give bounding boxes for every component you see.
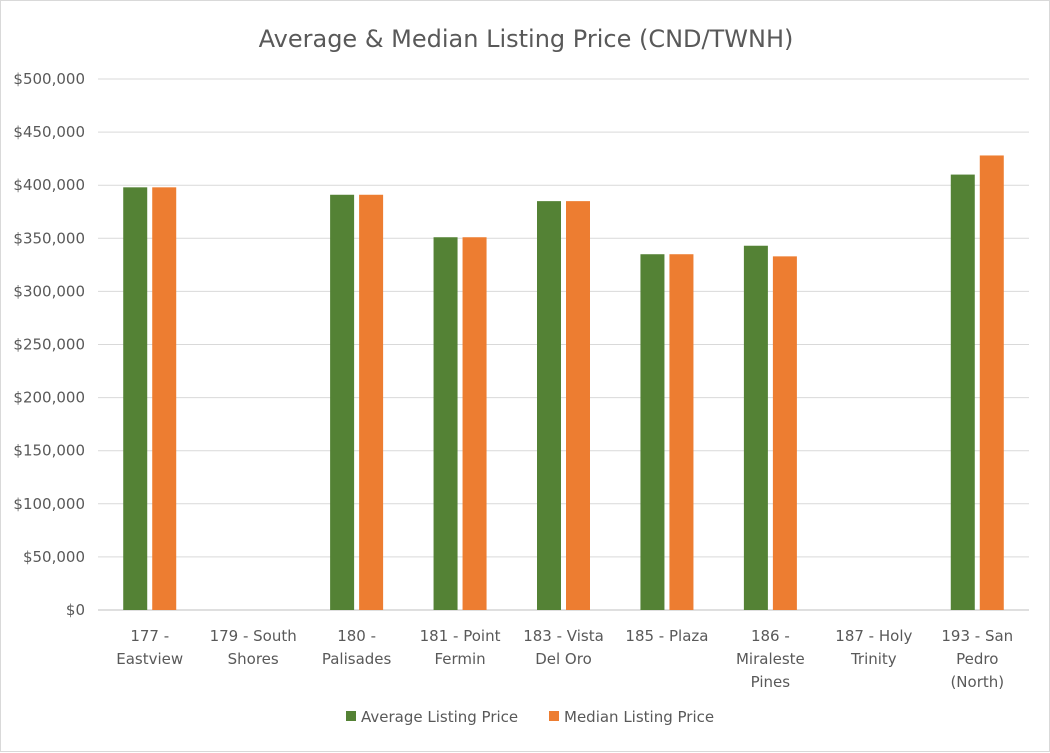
chart-title: Average & Median Listing Price (CND/TWNH… [259, 25, 794, 53]
legend-swatch [549, 711, 559, 721]
bar-median [359, 194, 384, 610]
bar-average [743, 245, 768, 610]
bars [123, 155, 1004, 611]
bar-median [772, 256, 797, 610]
bar-median [152, 187, 177, 610]
x-category-label: 183 - Vista Del Oro [523, 627, 604, 668]
bar-average [433, 237, 458, 610]
bar-average [537, 201, 561, 610]
y-tick-label: $300,000 [13, 282, 85, 300]
legend-swatch [346, 711, 356, 721]
bar-median [979, 155, 1004, 611]
x-category-label: 177 -Eastview [116, 627, 183, 668]
y-tick-label: $200,000 [13, 389, 85, 407]
y-tick-label: $50,000 [23, 548, 85, 566]
y-tick-label: $500,000 [13, 70, 85, 88]
legend-label: Average Listing Price [361, 708, 518, 726]
y-axis-ticks: $0 $50,000 $100,000 $150,000 $200,000 $250,00… [13, 70, 85, 619]
x-category-label: 179 - South Shores [210, 627, 297, 668]
x-category-label: 181 - Point Fermin [420, 627, 501, 668]
bar-median [566, 201, 590, 610]
bar-average [640, 254, 665, 611]
y-tick-label: $350,000 [13, 229, 85, 247]
x-category-label: 186 -Miraleste Pines [736, 627, 805, 691]
legend: Average Listing Price Median Listing Pric… [346, 708, 714, 726]
y-tick-label: $150,000 [13, 442, 85, 460]
bar-average [123, 187, 148, 610]
y-tick-label: $0 [66, 601, 85, 619]
y-tick-label: $400,000 [13, 176, 85, 194]
x-category-label: 187 - Holy Trinity [835, 627, 912, 668]
y-tick-label: $250,000 [13, 336, 85, 354]
x-category-label: 180 -Palisades [322, 627, 392, 668]
x-category-label: 185 - Plaza [625, 627, 708, 645]
bar-average [950, 174, 975, 610]
x-axis-categories: 177 -Eastview 179 - South Shores 180 -Palis… [116, 627, 1013, 691]
bar-median [462, 237, 487, 610]
gridlines [98, 78, 1029, 611]
x-category-label: 193 - San Pedro (North) [941, 627, 1013, 691]
legend-label: Median Listing Price [564, 708, 714, 726]
y-tick-label: $100,000 [13, 495, 85, 513]
y-tick-label: $450,000 [13, 123, 85, 141]
bar-median [669, 254, 694, 611]
bar-average [330, 194, 355, 610]
